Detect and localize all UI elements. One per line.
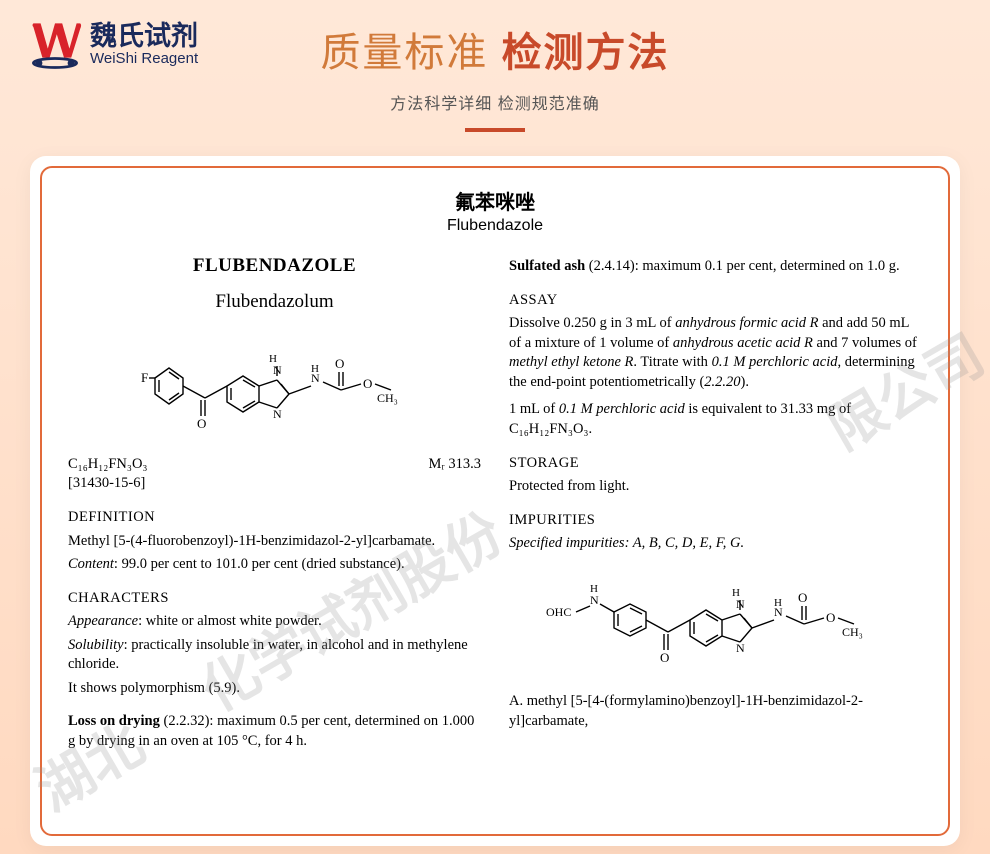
title-part2: 检测方法 xyxy=(502,31,670,75)
svg-text:O: O xyxy=(826,610,835,625)
molar-mass: Mᵣ 313.3 xyxy=(429,455,481,475)
definition-text: Methyl [5-(4-fluorobenzoyl)-1H-benzimida… xyxy=(68,532,481,552)
svg-text:O: O xyxy=(335,356,344,371)
cas-number: [31430-15-6] xyxy=(68,474,481,494)
svg-text:F: F xyxy=(141,370,148,385)
page-subtitle: 方法科学详细 检测规范准确 xyxy=(0,90,990,114)
svg-text:N: N xyxy=(590,593,599,607)
solubility-line: Solubility: practically insoluble in wat… xyxy=(68,636,481,675)
svg-text:CH₃: CH₃ xyxy=(377,391,398,405)
left-column: FLUBENDAZOLE Flubendazolum F xyxy=(68,253,481,752)
storage-text: Protected from light. xyxy=(509,477,922,497)
compound-latin: Flubendazolum xyxy=(68,289,481,315)
doc-title-en: Flubendazole xyxy=(68,217,922,235)
svg-text:O: O xyxy=(798,590,807,605)
content-inner: 限公司 化学试剂股份 湖北 氟苯咪唑 Flubendazole FLUBENDA… xyxy=(40,166,950,836)
doc-title-cn: 氟苯咪唑 xyxy=(68,186,922,215)
impurity-a-text: A. methyl [5-[4-(formylamino)benzoyl]-1H… xyxy=(509,692,922,731)
content-card: 限公司 化学试剂股份 湖北 氟苯咪唑 Flubendazole FLUBENDA… xyxy=(30,156,960,846)
svg-text:H: H xyxy=(590,583,598,595)
structure-diagram-1: F O xyxy=(68,328,481,445)
assay-paragraph-2: 1 mL of 0.1 M perchloric acid is equival… xyxy=(509,400,922,439)
right-column: Sulfated ash (2.4.14): maximum 0.1 per c… xyxy=(509,253,922,752)
logo-text: 魏氏试剂 WeiShi Reagent xyxy=(90,23,198,68)
content-line: Content: 99.0 per cent to 101.0 per cent… xyxy=(68,555,481,575)
definition-heading: DEFINITION xyxy=(68,508,481,528)
assay-paragraph-1: Dissolve 0.250 g in 3 mL of anhydrous fo… xyxy=(509,314,922,392)
doc-columns: FLUBENDAZOLE Flubendazolum F xyxy=(68,253,922,752)
svg-text:H: H xyxy=(774,597,782,609)
title-underline xyxy=(465,128,525,132)
svg-text:O: O xyxy=(197,416,206,431)
svg-text:O: O xyxy=(363,376,372,391)
polymorphism-line: It shows polymorphism (5.9). xyxy=(68,679,481,699)
characters-heading: CHARACTERS xyxy=(68,589,481,609)
logo-icon xyxy=(28,18,82,72)
brand-logo: 魏氏试剂 WeiShi Reagent xyxy=(28,18,198,72)
storage-heading: STORAGE xyxy=(509,454,922,474)
assay-heading: ASSAY xyxy=(509,291,922,311)
svg-text:H: H xyxy=(732,587,740,599)
svg-text:H: H xyxy=(269,353,277,365)
loss-on-drying: Loss on drying (2.2.32): maximum 0.5 per… xyxy=(68,712,481,751)
svg-text:H: H xyxy=(311,363,319,375)
title-part1: 质量标准 xyxy=(320,31,488,75)
appearance-line: Appearance: white or almost white powder… xyxy=(68,612,481,632)
molecular-formula: C₁₆H₁₂FN₃O₃ xyxy=(68,455,147,475)
svg-text:N: N xyxy=(736,641,745,655)
svg-text:OHC: OHC xyxy=(546,605,571,619)
logo-cn: 魏氏试剂 xyxy=(90,23,198,50)
svg-text:N: N xyxy=(273,407,282,421)
logo-en: WeiShi Reagent xyxy=(90,50,198,68)
svg-text:CH₃: CH₃ xyxy=(842,625,863,639)
structure-diagram-2: OHC N H xyxy=(509,566,922,683)
impurities-spec: Specified impurities: A, B, C, D, E, F, … xyxy=(509,534,922,554)
impurities-heading: IMPURITIES xyxy=(509,511,922,531)
svg-text:O: O xyxy=(660,650,669,665)
compound-name-caps: FLUBENDAZOLE xyxy=(68,253,481,279)
sulfated-ash: Sulfated ash (2.4.14): maximum 0.1 per c… xyxy=(509,257,922,277)
formula-row: C₁₆H₁₂FN₃O₃ Mᵣ 313.3 xyxy=(68,455,481,475)
